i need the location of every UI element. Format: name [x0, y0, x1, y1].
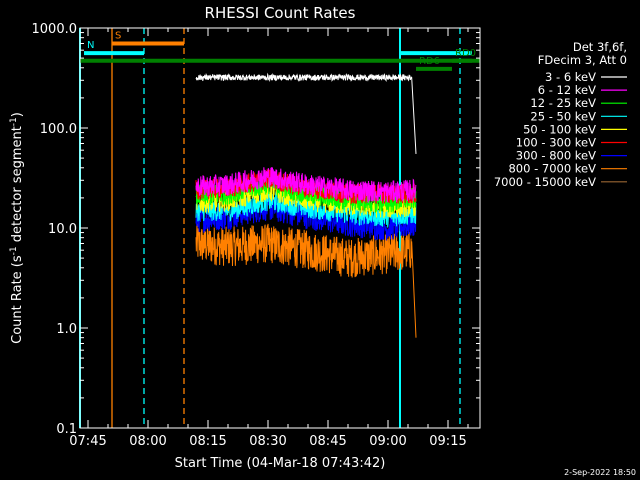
y-axis-label-sup2: -1: [9, 117, 19, 126]
x-tick-label: 08:15: [189, 434, 226, 449]
x-tick-label: 08:45: [309, 434, 346, 449]
legend-entry-label: 7000 - 15000 keV: [494, 175, 596, 189]
attenuator-state-bars: S N RD0 RD6: [80, 30, 480, 71]
y-axis-label-end: ): [10, 112, 25, 117]
series-line-3-6kev: [195, 72, 417, 154]
x-tick-label: 09:15: [429, 434, 466, 449]
state-bar-label: RD0: [455, 48, 476, 59]
state-bar-label: RD6: [419, 56, 440, 67]
generation-timestamp: 2-Sep-2022 18:50: [564, 468, 636, 477]
x-tick-label: 08:00: [129, 434, 166, 449]
y-axis-label-mid: detector segment: [10, 126, 25, 246]
series-line: [195, 223, 417, 338]
legend-header-line-2: FDecim 3, Att 0: [538, 53, 627, 67]
state-bar-label: S: [115, 30, 121, 41]
state-bar-label: N: [87, 40, 94, 51]
y-tick-label: 10.0: [48, 222, 77, 237]
x-tick-label: 09:00: [369, 434, 406, 449]
legend-entry-label: 100 - 300 keV: [516, 136, 596, 150]
legend-entry-label: 6 - 12 keV: [538, 83, 596, 97]
series-lines: [195, 72, 417, 338]
y-axis-label-sup1: -1: [9, 246, 19, 255]
x-axis-ticks: 07:45 08:00 08:15 08:30 08:45 09:00 09:15: [69, 28, 469, 449]
y-tick-label: 1000.0: [32, 22, 78, 37]
y-axis-ticks: 0.1 1.0 10.0 100.0 1000.0: [32, 22, 480, 437]
legend-entry-label: 300 - 800 keV: [516, 149, 596, 163]
legend-entry-label: 800 - 7000 keV: [508, 162, 596, 176]
series-line: [195, 167, 417, 204]
legend-header-line-1: Det 3f,6f,: [573, 40, 627, 54]
y-tick-label: 0.1: [56, 422, 77, 437]
y-axis-label: Count Rate (s-1 detector segment-1): [9, 112, 25, 344]
legend-entry-label: 12 - 25 keV: [530, 96, 596, 110]
legend-entry-label: 25 - 50 keV: [530, 109, 596, 123]
legend-entry-label: 50 - 100 keV: [523, 122, 596, 136]
chart-title: RHESSI Count Rates: [205, 4, 356, 22]
y-axis-label-main: Count Rate (s: [10, 255, 25, 344]
x-tick-label: 07:45: [69, 434, 106, 449]
x-axis-label: Start Time (04-Mar-18 07:43:42): [175, 456, 386, 471]
y-tick-label: 100.0: [40, 122, 77, 137]
x-tick-label: 08:30: [249, 434, 286, 449]
y-tick-label: 1.0: [56, 322, 77, 337]
legend-entry-label: 3 - 6 keV: [545, 70, 596, 84]
